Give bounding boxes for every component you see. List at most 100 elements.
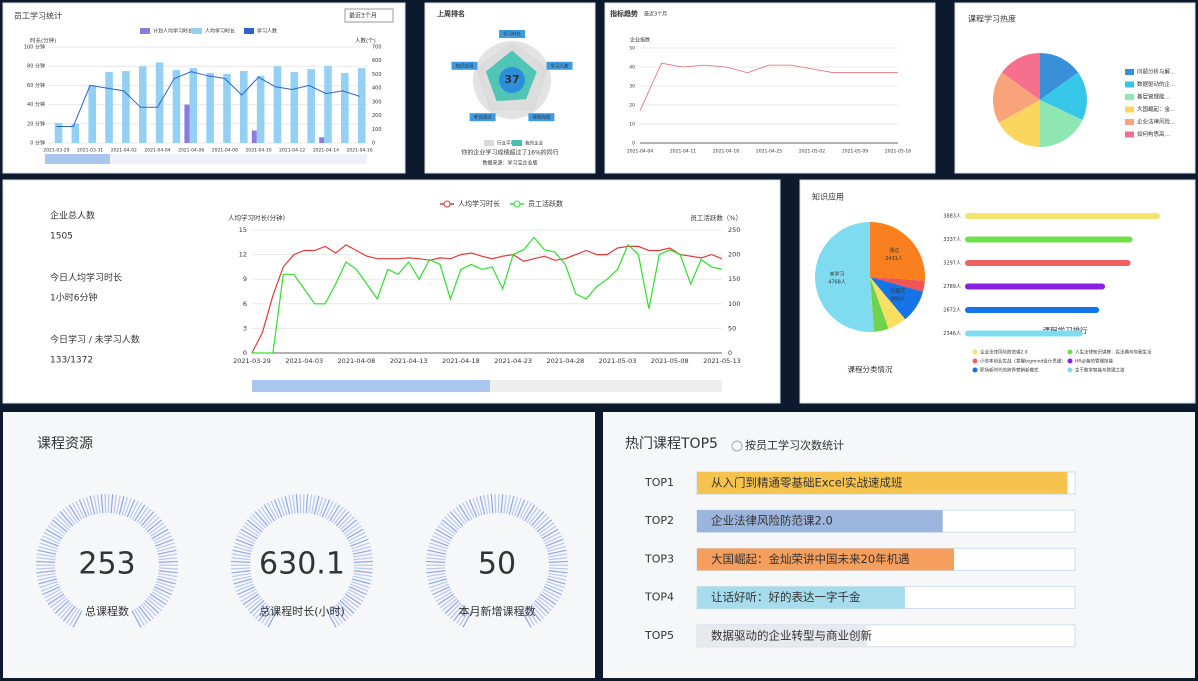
- gauge-tick: [329, 504, 341, 522]
- bar: [965, 283, 1106, 290]
- gauge-tick: [541, 528, 559, 540]
- legend-label: 数据驱动的企...: [1137, 80, 1175, 88]
- note: 按员工学习次数统计: [745, 438, 844, 452]
- resource-label: 总课程时长(小时): [259, 604, 345, 618]
- center-value: 37: [504, 73, 519, 86]
- gauge-tick: [333, 605, 347, 622]
- gauge-tick: [479, 495, 486, 515]
- gauge-tick: [260, 506, 273, 523]
- y-tick-label: 80 分钟: [27, 63, 45, 70]
- caption: 课程学习排行: [1043, 325, 1088, 335]
- bar: [357, 68, 366, 143]
- indicator-label: 学习人数: [551, 62, 569, 69]
- zoom-handle[interactable]: [45, 154, 110, 164]
- gauge-tick: [158, 553, 178, 558]
- bar: [251, 130, 257, 143]
- gauge-tick: [500, 494, 504, 514]
- gauge-tick: [133, 608, 145, 626]
- legend-label: 职场新时代的跨界营销新模式: [980, 367, 1039, 374]
- y-tick-label: 30: [629, 84, 635, 90]
- gauge-tick: [319, 498, 327, 517]
- dropdown-text[interactable]: 最近3个月: [349, 12, 377, 20]
- gauge-tick: [82, 498, 90, 517]
- gauge-tick: [155, 583, 174, 592]
- gauge-tick: [351, 580, 370, 589]
- gauge-tick: [302, 494, 305, 514]
- zoom-handle[interactable]: [252, 380, 490, 392]
- y-tick-label: 0: [632, 141, 635, 147]
- gauge-tick: [458, 504, 470, 522]
- gauge-tick: [333, 508, 347, 525]
- dropdown[interactable]: [344, 8, 394, 23]
- course-name: 从入门到精通零基础Excel实战速成班: [711, 476, 903, 490]
- gauge-tick: [69, 608, 81, 626]
- gauge-tick: [72, 610, 83, 628]
- legend-dot: [972, 367, 978, 373]
- legend-label: 生于数字智能与管理之道: [1075, 367, 1125, 374]
- zoom-slider[interactable]: [45, 154, 367, 164]
- gauge-tick: [542, 588, 561, 599]
- gauge-tick: [60, 603, 74, 620]
- bar: [965, 330, 1083, 337]
- gauge-tick: [439, 522, 456, 535]
- gauge-tick: [49, 595, 66, 609]
- bar: [88, 85, 96, 143]
- bar: [697, 510, 943, 533]
- gauge-tick: [353, 570, 373, 574]
- gauge-tick: [449, 511, 464, 527]
- rank: TOP3: [644, 552, 674, 565]
- gauge-tick: [68, 504, 80, 522]
- dropdown-text[interactable]: 最近3个月: [644, 11, 667, 18]
- panel-title: 热门课程TOP5: [625, 436, 718, 452]
- x-tick-label: 2021-04-02: [111, 148, 137, 154]
- x-tick-label: 2021-04-11: [670, 149, 696, 155]
- line: [252, 236, 723, 354]
- gauge-tick: [324, 500, 334, 519]
- gauge-tick: [57, 602, 72, 617]
- bar: [189, 68, 198, 143]
- gauge-tick: [36, 567, 56, 570]
- gauge-tick: [516, 499, 526, 518]
- stat-value: 133/1372: [50, 356, 93, 366]
- gauge-tick: [548, 557, 568, 561]
- rank: TOP5: [644, 629, 674, 642]
- gauge-tick: [343, 522, 360, 535]
- legend-label: 大国崛起：金...: [1137, 105, 1175, 113]
- indicator-label: 知识应用: [455, 62, 473, 69]
- gauge-tick: [234, 542, 253, 550]
- gauge-tick: [232, 549, 252, 555]
- gauge-tick: [528, 605, 542, 622]
- axis-label: 人均学习时长(分钟): [228, 213, 285, 222]
- legend-label: 行业平均: [497, 140, 515, 147]
- gauge-tick: [544, 535, 562, 545]
- bar: [341, 72, 349, 143]
- gauge-tick: [426, 560, 446, 564]
- gauge-tick: [231, 572, 251, 578]
- gauge-tick: [352, 575, 372, 581]
- gauge-tick: [519, 500, 529, 519]
- gauge-tick: [257, 605, 271, 622]
- gauge-tick: [351, 578, 371, 585]
- gauge-tick: [521, 610, 532, 628]
- gauge-tick: [546, 578, 566, 585]
- x-tick-label: 2021-04-03: [285, 357, 323, 365]
- course-name: 大国崛起：金灿荣讲中国未来20年机遇: [711, 552, 910, 566]
- gauge-tick: [486, 494, 491, 514]
- gauge-tick: [353, 557, 373, 561]
- gauge-tick: [39, 542, 58, 550]
- y-tick-label: 100 分钟: [24, 44, 45, 51]
- panel-title: 上周排名: [437, 9, 465, 18]
- gauge-tick: [242, 525, 259, 537]
- y-tick-label: 10: [629, 122, 635, 128]
- gauge-tick: [75, 500, 85, 519]
- gauge-tick: [353, 567, 373, 570]
- gauge-tick: [104, 494, 107, 514]
- legend-swatch: [1125, 94, 1134, 100]
- gauge-tick: [343, 595, 360, 609]
- gauge-tick: [546, 580, 565, 589]
- bar: [256, 75, 265, 143]
- gauge-tick: [267, 502, 278, 520]
- gauge-tick: [539, 593, 557, 606]
- line: [56, 71, 360, 127]
- x-tick-label: 2021-04-18: [713, 149, 739, 155]
